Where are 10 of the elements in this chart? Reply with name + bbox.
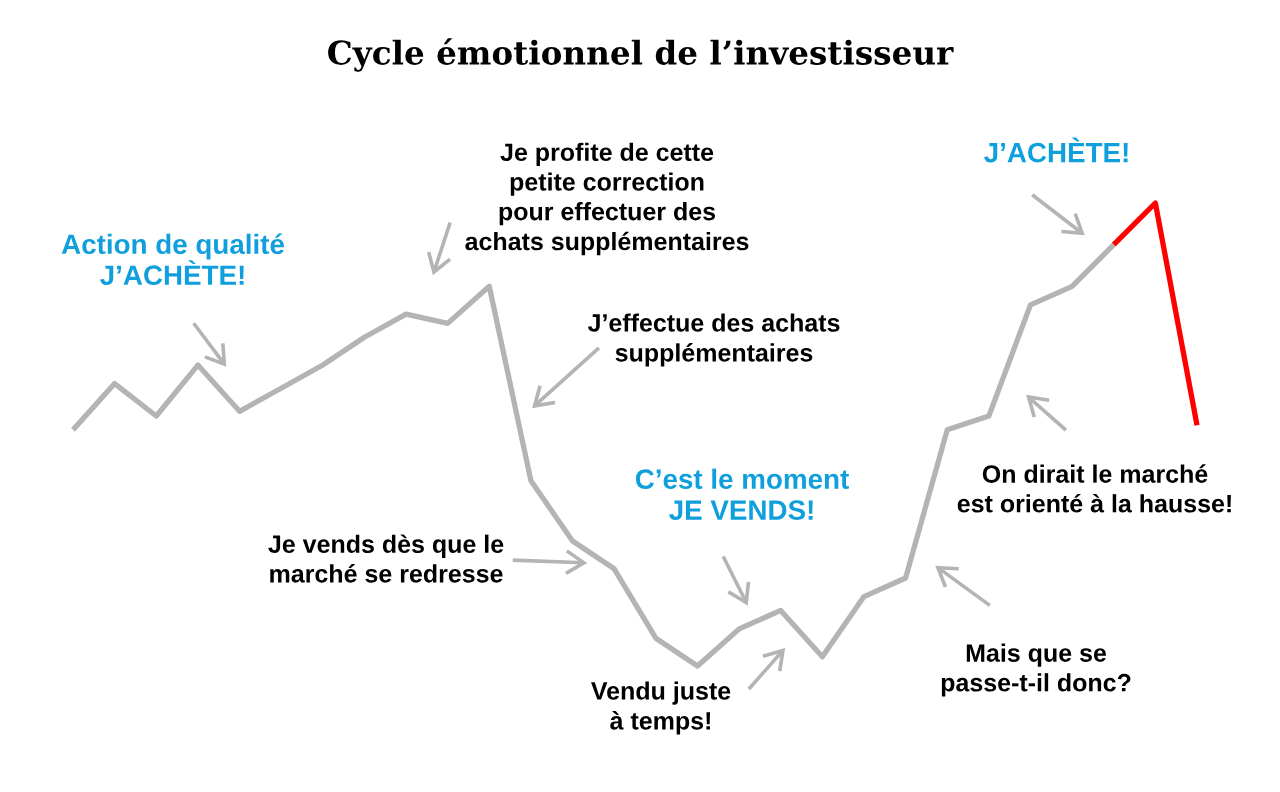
annotation: Je profite de cette petite correction pour effectuer des achats supplémentaires: [465, 142, 749, 256]
annotation: J’effectue des achats supplémentaires: [587, 313, 840, 367]
chart-title: Cycle émotionnel de l’investisseur: [328, 38, 954, 72]
annotation: Je vends dès que le marché se redresse: [268, 534, 504, 583]
text: J’ACHÈTE!: [984, 137, 1128, 163]
annotation: C’est le moment JE VENDS!: [635, 468, 849, 520]
annotation: On dirait le marché est orienté à la hausse!: [957, 464, 1231, 513]
text: Vendu juste à temps!: [591, 681, 731, 735]
annotation: Mais que se passe-t-il donc?: [941, 643, 1131, 697]
annotation: Action de qualité J’ACHÈTE!: [61, 233, 284, 286]
